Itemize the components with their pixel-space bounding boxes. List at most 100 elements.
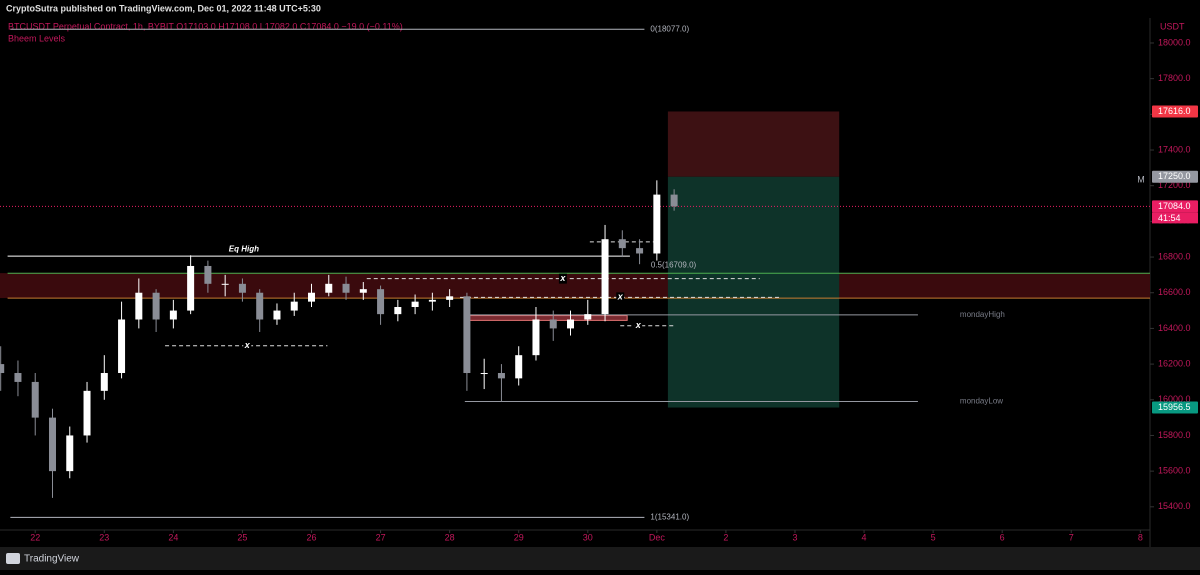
x-tick-label: 22: [30, 532, 40, 542]
stop-zone: [667, 111, 840, 177]
scale-mode: M: [1137, 174, 1145, 184]
x-tick-label: 28: [445, 532, 455, 542]
indicator-name: Bheem Levels: [8, 33, 66, 43]
candle-body: [0, 364, 5, 374]
level-marker: x: [559, 273, 566, 283]
footer-bar: [0, 547, 1200, 570]
y-tick-label: 16400.0: [1158, 323, 1191, 333]
candle-body: [66, 435, 74, 472]
price-tag-label: 15956.5: [1158, 402, 1191, 412]
x-tick-label: 3: [792, 532, 797, 542]
price-tag: [1152, 401, 1198, 414]
candle-body: [670, 194, 678, 207]
x-tick-label: 23: [99, 532, 109, 542]
candle-body: [515, 355, 523, 379]
price-tag: [1152, 200, 1198, 213]
price-tag-label: 17250.0: [1158, 171, 1191, 181]
level-label: 1(15341.0): [650, 512, 689, 521]
candle-body: [497, 373, 505, 379]
candle-body: [256, 292, 264, 320]
candle-body: [377, 289, 385, 315]
marker-bg: [616, 292, 625, 303]
countdown: 41:54: [1158, 213, 1181, 223]
candle-body: [463, 296, 471, 374]
candle-body: [584, 314, 592, 320]
x-tick-label: 30: [583, 532, 593, 542]
price-tag-label: 17616.0: [1158, 106, 1191, 116]
x-tick-label: 24: [168, 532, 178, 542]
candle-body: [601, 239, 609, 315]
currency: USDT: [1160, 21, 1185, 31]
y-tick-label: 16800.0: [1158, 251, 1191, 261]
candle-body: [359, 289, 367, 293]
symbol-legend: BTCUSDT Perpetual Contract, 1h, BYBIT O1…: [8, 21, 403, 31]
level-marker: x: [635, 320, 642, 330]
candle-body: [480, 373, 488, 375]
price-tag-label: 17084.0: [1158, 201, 1191, 211]
candle-body: [100, 373, 108, 391]
target-zone: [667, 176, 840, 408]
candle-body: [618, 239, 626, 249]
price-tag: [1152, 170, 1198, 183]
y-tick-label: 17800.0: [1158, 73, 1191, 83]
candle-body: [428, 299, 436, 302]
publisher: CryptoSutra published on TradingView.com…: [6, 3, 321, 13]
candle-body: [567, 319, 575, 329]
candle-body: [342, 283, 350, 293]
x-tick-label: 26: [306, 532, 316, 542]
x-tick-label: 25: [237, 532, 247, 542]
candle-body: [169, 310, 177, 320]
marker-bg: [558, 273, 567, 284]
candle-body: [221, 283, 229, 285]
x-tick-label: 6: [1000, 532, 1005, 542]
marker-bg: [634, 320, 643, 331]
candle-body: [238, 283, 246, 293]
x-tick-label: 7: [1069, 532, 1074, 542]
x-tick-label: 5: [931, 532, 936, 542]
candle-body: [83, 390, 91, 436]
level-marker: x: [617, 292, 624, 302]
x-tick-label: 2: [723, 532, 728, 542]
y-tick-label: 15400.0: [1158, 501, 1191, 511]
candle-body: [411, 301, 419, 308]
candle-body: [325, 283, 333, 293]
y-tick-label: 16000.0: [1158, 394, 1191, 404]
candle-body: [204, 265, 212, 284]
marker-bg: [243, 340, 252, 351]
candle-body: [14, 373, 22, 382]
y-tick-label: 18000.0: [1158, 37, 1191, 47]
candle-body: [636, 248, 644, 254]
y-tick-label: 15800.0: [1158, 430, 1191, 440]
x-tick-label: Dec: [649, 532, 666, 542]
zone: [0, 273, 1150, 299]
candle-body: [31, 381, 39, 418]
candle-body: [446, 296, 454, 300]
candle-body: [135, 292, 143, 320]
level-label: mondayLow: [960, 397, 1003, 406]
candle-body: [394, 307, 402, 315]
candle-body: [549, 319, 557, 329]
candle-body: [273, 310, 281, 320]
y-tick-label: 15600.0: [1158, 466, 1191, 476]
candle-body: [532, 319, 540, 356]
candle-body: [187, 265, 195, 311]
logo: [6, 553, 20, 564]
candle-body: [308, 292, 316, 302]
x-tick-label: 4: [862, 532, 867, 542]
level-label: 0(18077.0): [650, 24, 689, 33]
x-tick-label: 27: [376, 532, 386, 542]
candle-body: [653, 194, 661, 254]
candle-body: [152, 292, 160, 320]
candle-body: [118, 319, 126, 374]
price-tag: [1152, 105, 1198, 118]
zone: [464, 315, 628, 321]
x-tick-label: 29: [514, 532, 524, 542]
y-tick-label: 16600.0: [1158, 287, 1191, 297]
level-label: 0.5(16709.0): [651, 260, 697, 269]
level-label: Eq High: [229, 244, 259, 253]
level-label: mondayHigh: [960, 310, 1005, 319]
countdown-bg: [1152, 212, 1198, 224]
brand: TradingView: [24, 554, 80, 565]
